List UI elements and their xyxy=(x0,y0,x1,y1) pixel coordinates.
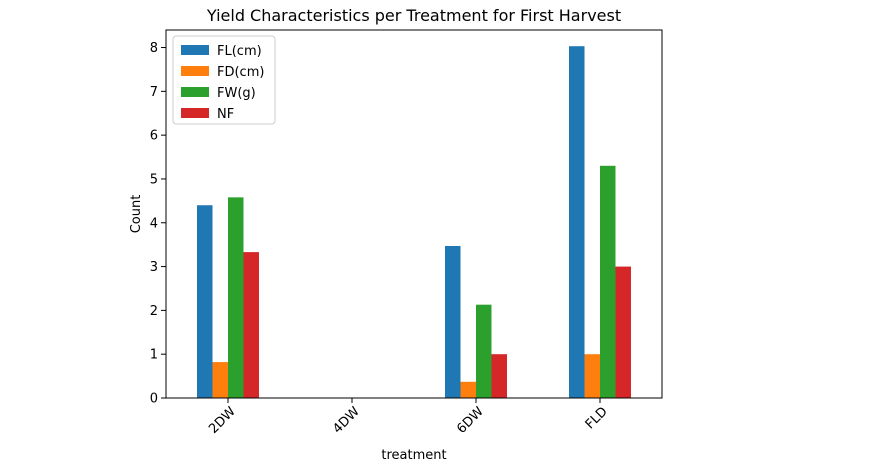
legend-label: FD(cm) xyxy=(217,65,264,80)
legend-swatch xyxy=(181,45,209,55)
bar-nf-2dw xyxy=(243,252,259,398)
bar-fw-g-2dw xyxy=(228,197,244,398)
y-tick-label: 4 xyxy=(150,216,158,231)
y-axis: 0 1 2 3 4 5 6 7 8 xyxy=(150,41,166,407)
bar-fd-cm-2dw xyxy=(212,362,228,398)
y-axis-label: Count xyxy=(129,195,144,234)
y-tick-label: 3 xyxy=(150,260,158,275)
bar-fd-cm-fld xyxy=(584,354,600,398)
legend: FL(cm) FD(cm) FW(g) NF xyxy=(172,35,276,125)
legend-label: FL(cm) xyxy=(217,44,262,59)
x-tick-label: 4DW xyxy=(330,404,363,437)
x-axis: 2DW 4DW 6DW FLD xyxy=(206,398,611,437)
bar-fl-cm-fld xyxy=(569,46,585,398)
x-tick-label: 2DW xyxy=(206,404,239,437)
plot-area-frame xyxy=(165,29,663,399)
bar-fd-cm-6dw xyxy=(460,381,476,398)
legend-box xyxy=(172,35,276,125)
y-tick-label: 1 xyxy=(150,348,158,363)
legend-swatch xyxy=(181,108,209,118)
bar-nf-fld xyxy=(615,266,631,398)
chart-title: Yield Characteristics per Treatment for … xyxy=(206,6,621,25)
y-tick-label: 5 xyxy=(150,172,158,187)
legend-label: NF xyxy=(217,107,234,122)
legend-swatch xyxy=(181,87,209,97)
legend-swatch xyxy=(181,66,209,76)
y-tick-label: 7 xyxy=(150,85,158,100)
bar-fl-cm-2dw xyxy=(197,205,213,398)
y-tick-label: 0 xyxy=(150,392,158,407)
x-tick-label: FLD xyxy=(583,404,611,432)
y-tick-label: 2 xyxy=(150,304,158,319)
y-tick-label: 6 xyxy=(150,129,158,144)
bar-nf-6dw xyxy=(491,354,507,398)
bar-fw-g-fld xyxy=(600,165,616,398)
legend-label: FW(g) xyxy=(217,86,256,101)
x-tick-label: 6DW xyxy=(454,404,487,437)
y-tick-label: 8 xyxy=(150,41,158,56)
bars-group xyxy=(197,46,631,398)
bar-fw-g-6dw xyxy=(476,304,492,398)
x-axis-label: treatment xyxy=(381,448,446,463)
bar-fl-cm-6dw xyxy=(445,245,461,398)
